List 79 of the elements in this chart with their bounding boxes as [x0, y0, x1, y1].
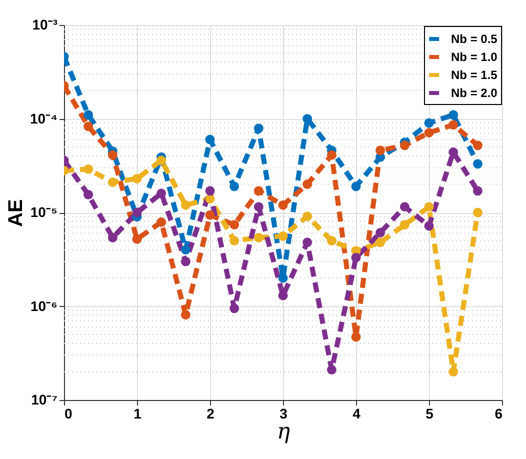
point: [84, 190, 94, 200]
point: [400, 140, 410, 150]
x-tick-label: 5: [426, 406, 434, 422]
point: [205, 194, 215, 204]
point: [108, 232, 118, 242]
point: [424, 118, 434, 128]
point: [326, 150, 336, 160]
point: [180, 200, 190, 210]
point: [156, 188, 166, 198]
point: [448, 147, 458, 157]
x-tick-label: 6: [494, 406, 503, 422]
y-tick-label: 10⁻⁴: [30, 110, 58, 126]
legend-label: Nb = 2.0: [451, 86, 498, 100]
y-tick-label: 10⁻⁶: [30, 298, 58, 314]
point: [472, 186, 482, 196]
y-tick-label: 10⁻⁷: [31, 392, 58, 408]
point: [132, 208, 142, 218]
point: [84, 122, 94, 132]
point: [400, 202, 410, 212]
point: [424, 221, 434, 231]
point: [84, 164, 94, 174]
point: [156, 217, 166, 227]
point: [376, 238, 386, 248]
point: [230, 182, 240, 192]
point: [84, 110, 94, 120]
point: [230, 236, 240, 246]
point: [278, 273, 288, 283]
x-axis-title: η: [276, 420, 290, 444]
legend-label: Nb = 1.5: [451, 68, 498, 82]
point: [302, 180, 312, 190]
y-axis-title: AE: [5, 199, 28, 227]
point: [180, 310, 190, 320]
x-tick-label: 1: [134, 406, 142, 422]
point: [351, 252, 361, 262]
point: [180, 256, 190, 266]
point: [472, 208, 482, 218]
point: [108, 150, 118, 160]
point: [205, 186, 215, 196]
point: [230, 220, 240, 230]
legend-label: Nb = 1.0: [451, 50, 498, 64]
point: [376, 146, 386, 156]
point: [180, 245, 190, 255]
point: [302, 114, 312, 124]
point: [230, 304, 240, 314]
legend-label: Nb = 0.5: [451, 32, 498, 46]
x-tick-label: 2: [206, 406, 215, 422]
point: [302, 212, 312, 222]
point: [424, 202, 434, 212]
point: [278, 200, 288, 210]
point: [326, 236, 336, 246]
point: [205, 134, 215, 144]
point: [254, 202, 264, 212]
point: [254, 124, 264, 134]
point: [448, 120, 458, 130]
point: [302, 238, 312, 248]
point: [326, 365, 336, 375]
point: [278, 290, 288, 300]
point: [254, 186, 264, 196]
y-tick-label: 10⁻³: [32, 16, 58, 32]
x-tick-label: 0: [64, 406, 72, 422]
point: [400, 220, 410, 230]
point: [156, 156, 166, 166]
point: [424, 128, 434, 138]
point: [108, 178, 118, 188]
point: [448, 110, 458, 120]
point: [472, 159, 482, 169]
point: [351, 332, 361, 342]
point: [254, 232, 264, 242]
point: [448, 367, 458, 377]
point: [278, 231, 288, 241]
y-tick-label: 10⁻⁵: [30, 204, 58, 220]
x-tick-label: 3: [280, 406, 288, 422]
point: [132, 234, 142, 244]
point: [205, 210, 215, 220]
point: [472, 140, 482, 150]
x-tick-label: 4: [352, 406, 361, 422]
point: [132, 174, 142, 184]
point: [376, 228, 386, 238]
point: [351, 182, 361, 192]
